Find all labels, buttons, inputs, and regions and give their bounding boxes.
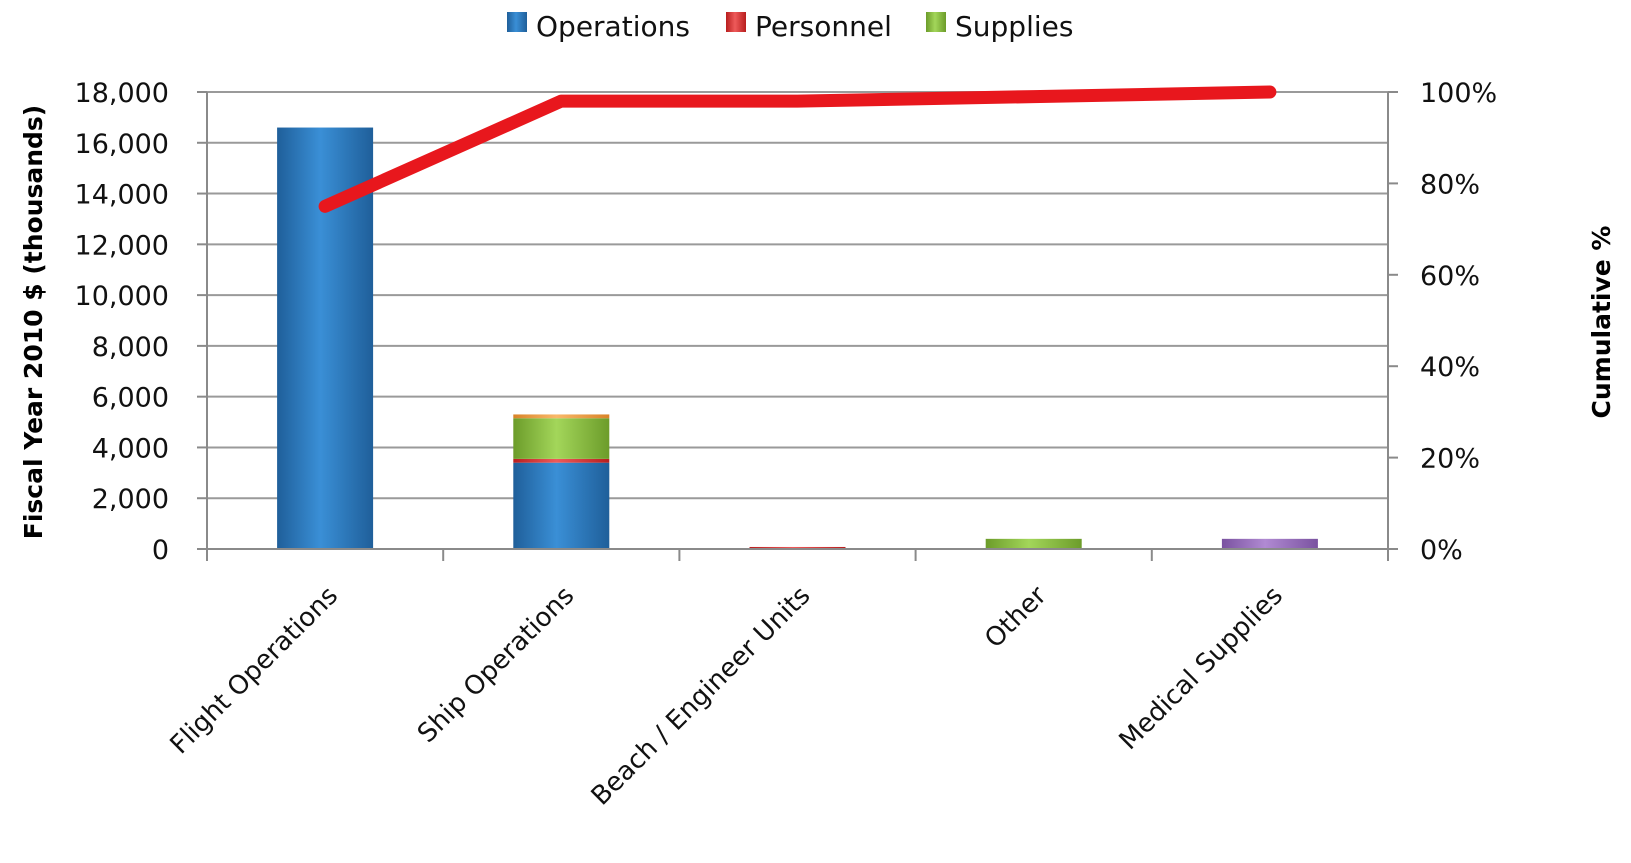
axes [206,92,1389,561]
y2-tick-label: 40% [1420,352,1480,383]
category-label: Beach / Engineer Units [586,581,817,812]
category-label: Flight Operations [165,581,344,760]
legend-swatch [507,12,527,32]
y2-tick-label: 80% [1420,169,1480,200]
legend-swatch [926,12,946,32]
y-tick-label: 6,000 [92,383,169,414]
y-tick-label: 12,000 [75,230,169,261]
legend-label: Operations [536,10,690,43]
gridlines [207,91,1388,500]
bar-segment [985,538,1082,549]
y-axis-ticks: 0 2,000 4,000 6,000 8,000 10,000 12,000 14,000 1… [75,78,207,566]
y-axis-title: Fiscal Year 2010 $ (thousands) [19,105,48,539]
y-tick-label: 0 [152,535,169,566]
y2-tick-label: 0% [1420,535,1463,566]
legend-label: Personnel [755,10,892,43]
y-tick-label: 14,000 [75,180,169,211]
y-tick-label: 16,000 [75,129,169,160]
category-label: Medical Supplies [1114,581,1289,756]
y-tick-label: 2,000 [92,484,169,515]
bar-segment [749,546,846,549]
y2-tick-label: 60% [1420,261,1480,292]
y-tick-label: 18,000 [75,78,169,109]
bars [277,127,1318,550]
legend: Operations Personnel Supplies [507,10,1073,43]
category-label: Ship Operations [412,581,580,749]
y2-tick-label: 20% [1420,444,1480,475]
cumulative-line-path [318,85,1277,213]
legend-swatch [726,12,746,32]
y-tick-label: 4,000 [92,433,169,464]
bar-segment [1221,538,1318,549]
bar-segment [513,418,610,459]
cumulative-line [318,85,1277,213]
bar-segment [513,462,610,549]
legend-label: Supplies [955,10,1073,43]
y2-axis-title: Cumulative % [1587,226,1616,419]
bar-segment [513,414,610,419]
bar-segment [513,458,610,463]
category-label: Other [979,581,1053,655]
y-tick-label: 10,000 [75,281,169,312]
y2-axis-ticks: 0% 20% 40% 60% 80% 100% [1388,78,1497,566]
y2-tick-label: 100% [1420,78,1497,109]
y-tick-label: 8,000 [92,332,169,363]
category-labels: Flight Operations Ship Operations Beach / … [165,581,1289,812]
